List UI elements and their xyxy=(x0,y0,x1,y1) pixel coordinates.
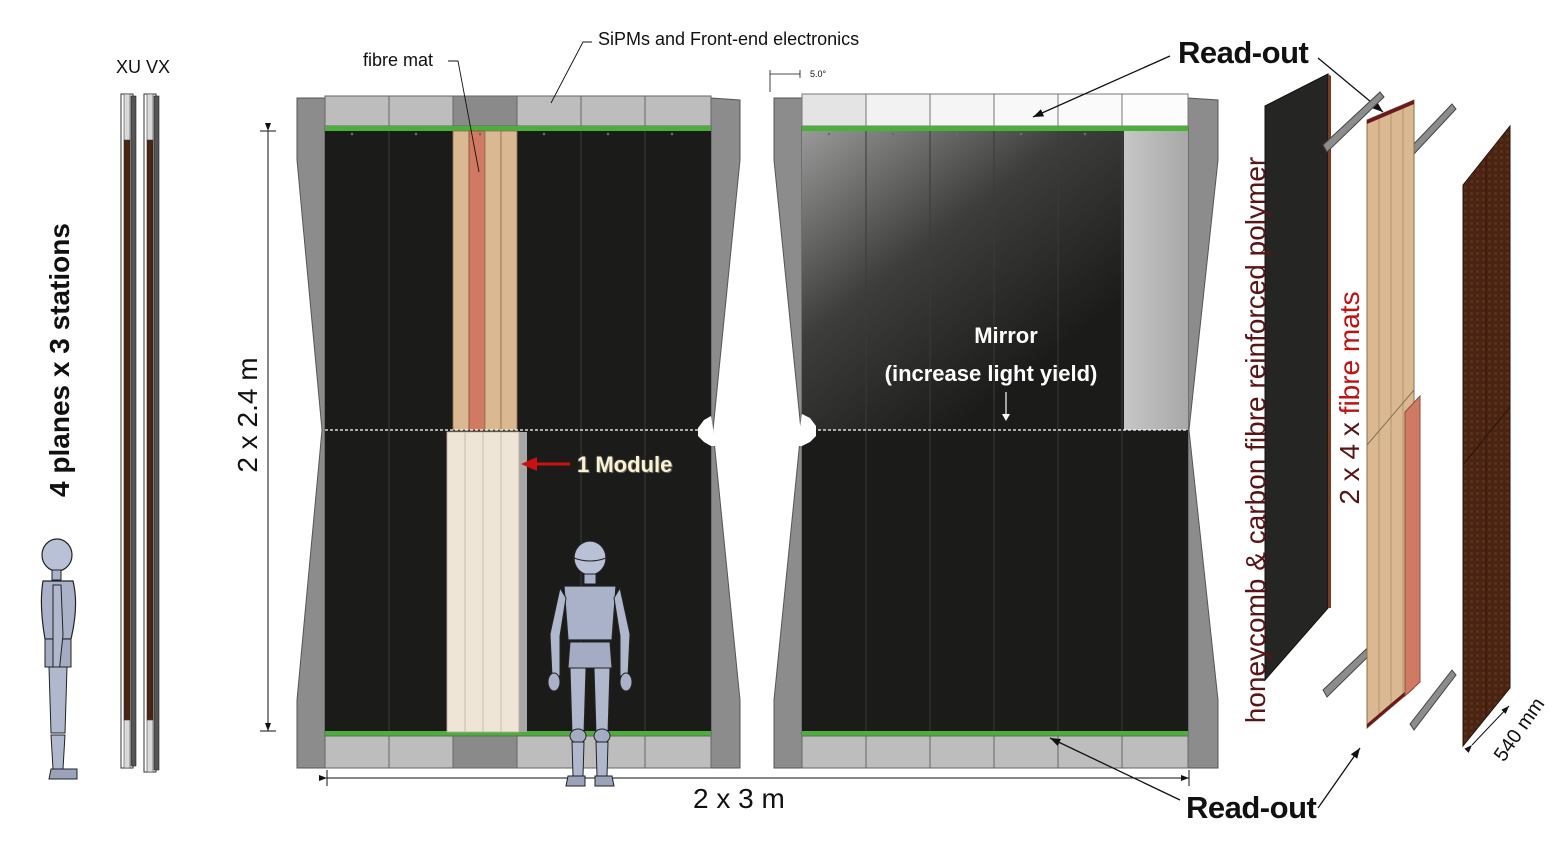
side-view-planes xyxy=(120,93,160,773)
red-arrow-icon xyxy=(521,457,570,471)
planes-label: 4 planes x 3 stations xyxy=(44,223,75,497)
readout-top-arrow xyxy=(1032,55,1171,118)
mirror-label: Mirror xyxy=(974,323,1038,348)
height-dimension xyxy=(260,123,276,732)
readout-top-label: Read-out xyxy=(1178,35,1309,70)
readout-bottom-arrow-2 xyxy=(1317,747,1361,809)
mirror-sub-label: (increase light yield) xyxy=(884,361,1098,386)
honeycomb-label: honeycomb & carbon fibre reinforced poly… xyxy=(1240,156,1271,724)
fibre-mats-label: 2 x 4 x fibre mats xyxy=(1334,291,1366,504)
xuvx-label: XU VX xyxy=(116,57,171,77)
readout-bottom-arrow xyxy=(1049,737,1181,801)
sipm-leader xyxy=(550,41,592,104)
height-label: 2 x 2.4 m xyxy=(232,357,263,473)
exploded-view xyxy=(1264,73,1511,753)
left-half-detector xyxy=(296,95,741,769)
width-dimension xyxy=(319,770,1190,786)
mats-word-text: fibre mats xyxy=(1334,291,1365,415)
module-label: 1 Module xyxy=(577,452,673,477)
sipm-label: SiPMs and Front-end electronics xyxy=(598,29,860,49)
readout-bottom-label: Read-out xyxy=(1186,790,1317,825)
human-figure-side-icon xyxy=(40,538,78,780)
width-label: 2 x 3 m xyxy=(693,783,785,814)
mats-count-text: 2 x 4 x xyxy=(1334,422,1365,505)
angle-marker xyxy=(769,70,801,92)
right-half-detector xyxy=(773,93,1219,769)
fibre-mat-leader xyxy=(448,60,480,173)
fibre-mat-label: fibre mat xyxy=(363,50,434,70)
angle-label: 5.0° xyxy=(810,69,827,79)
